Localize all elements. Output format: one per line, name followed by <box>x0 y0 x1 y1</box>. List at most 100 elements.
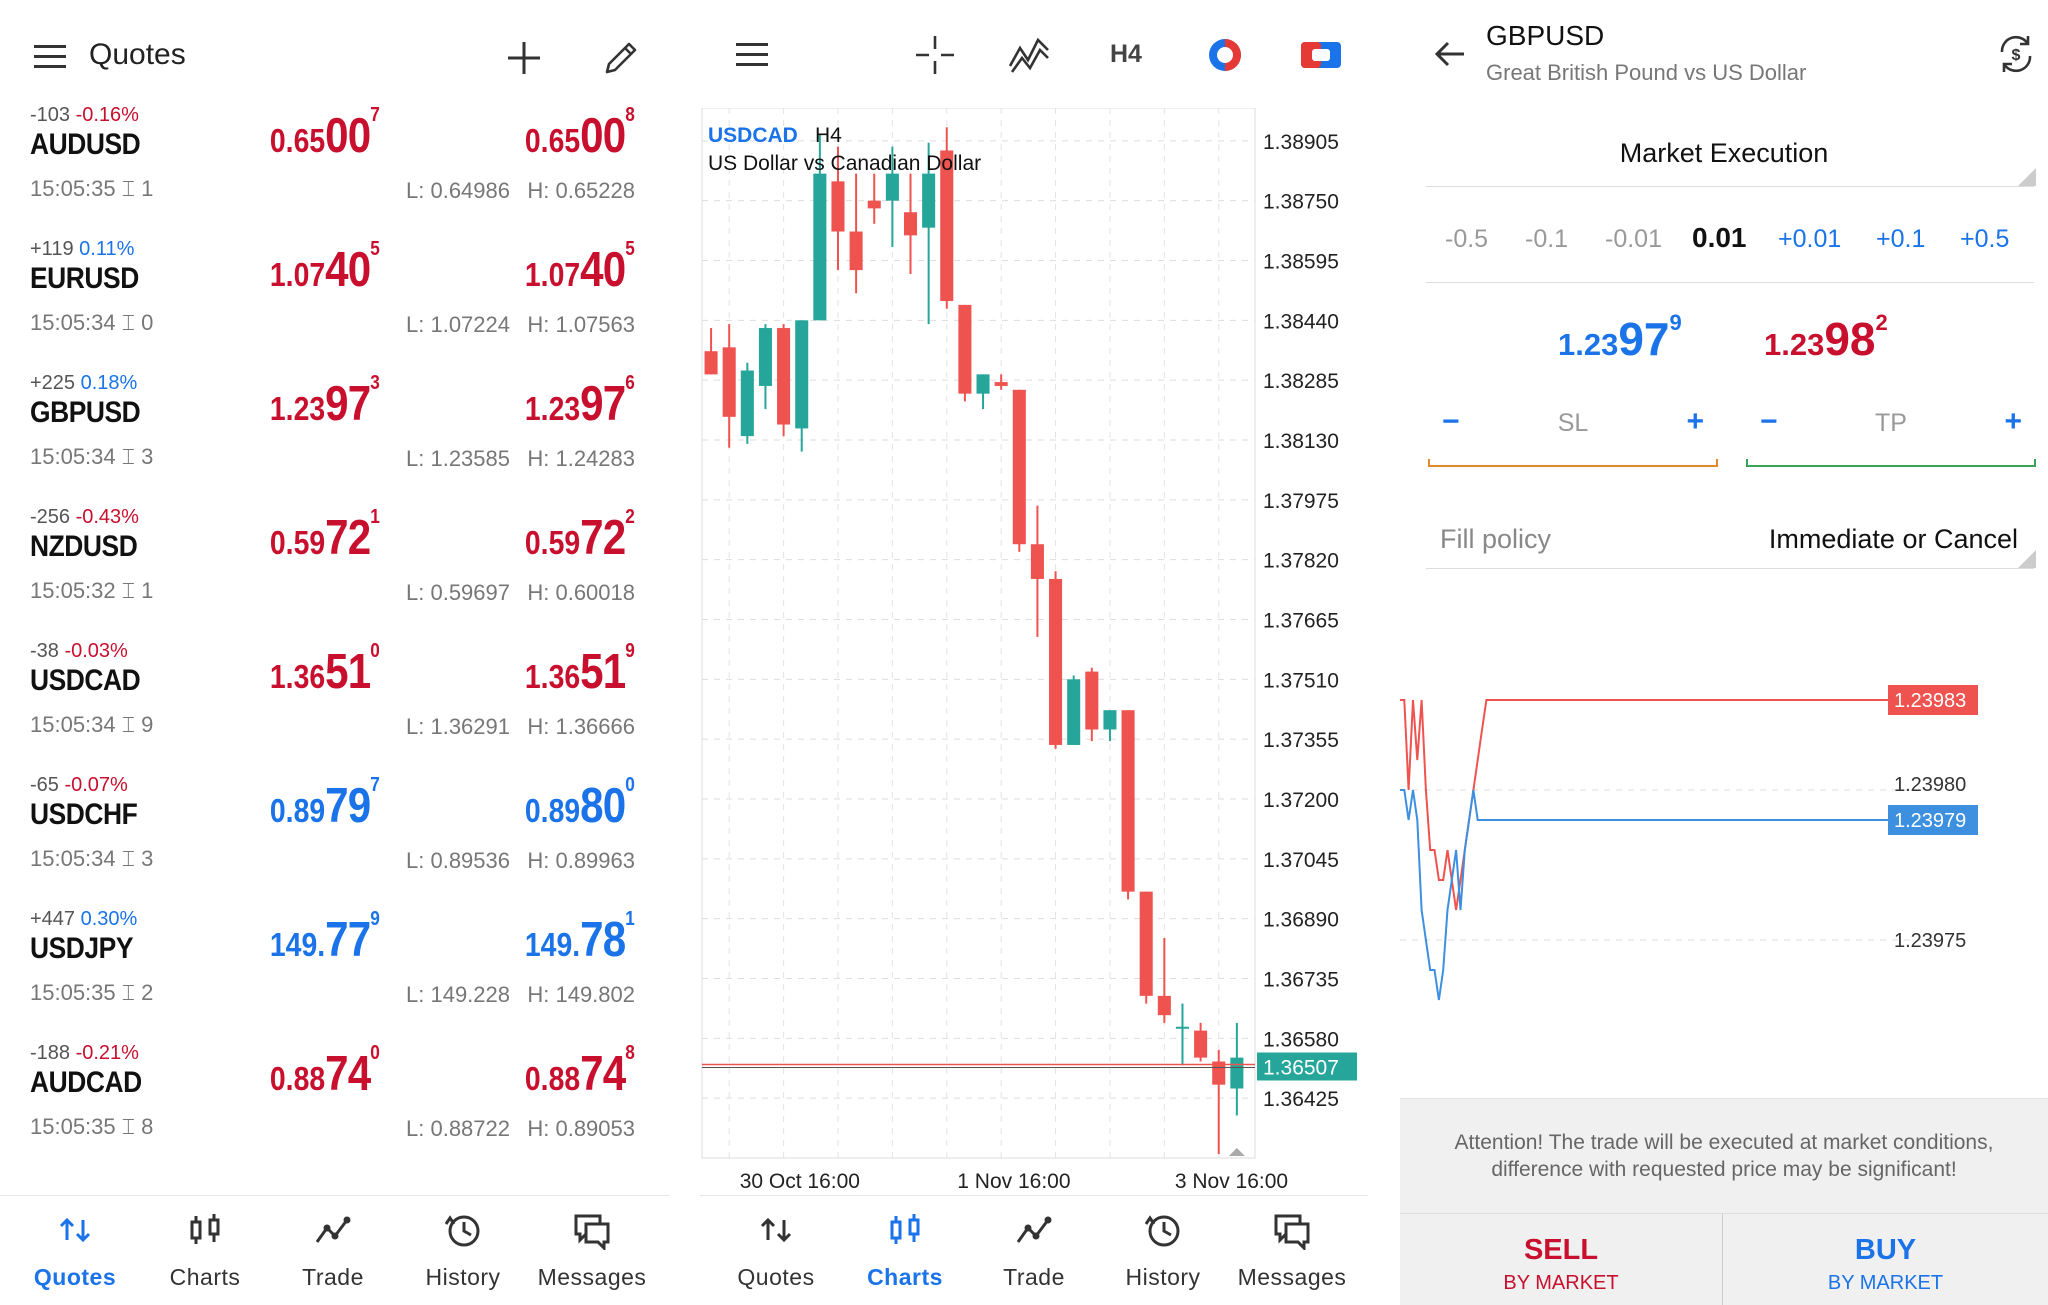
high-price: H: 0.60018 <box>527 580 635 605</box>
execution-type-dropdown[interactable]: Market Execution <box>1619 138 1829 168</box>
back-arrow-icon[interactable] <box>1430 34 1470 74</box>
low-price: L: 1.07224 <box>406 312 510 337</box>
buy-by-market-button[interactable]: BUY BY MARKET <box>1724 1214 2047 1305</box>
quote-row[interactable]: +447 0.30% USDJPY 15:05:35 ⌶ 2 149.779 149.7… <box>0 896 670 1030</box>
volume-step-button[interactable]: -0.01 <box>1605 225 1662 253</box>
quote-time-spread: 15:05:35 ⌶ 8 <box>30 1114 154 1139</box>
quote-time-spread: 15:05:35 ⌶ 1 <box>30 176 154 201</box>
ask-price: 1.07405 <box>525 238 635 297</box>
volume-step-button[interactable]: -0.1 <box>1525 225 1569 253</box>
take-profit-field[interactable]: − TP + <box>1746 405 2036 467</box>
exchange-icon[interactable]: $ <box>1992 30 2040 78</box>
quote-time-spread: 15:05:34 ⌶ 3 <box>30 846 154 871</box>
nav-quotes[interactable]: Quotes <box>711 1196 841 1305</box>
low-price: L: 1.36291 <box>406 714 510 739</box>
bid-price: 0.65007 <box>270 104 380 163</box>
chart-symbol[interactable]: USDCAD <box>708 124 798 147</box>
menu-icon[interactable] <box>30 38 70 76</box>
bearish-candle <box>722 347 736 417</box>
nav-charts[interactable]: Charts <box>140 1196 270 1305</box>
one-click-trading-icon[interactable] <box>1298 34 1344 76</box>
volume-step-button[interactable]: -0.5 <box>1445 225 1489 253</box>
quote-row[interactable]: -256 -0.43% NZDUSD 15:05:32 ⌶ 1 0.59721 0.59… <box>0 494 670 628</box>
bullish-candle <box>1103 710 1117 730</box>
symbol-name: AUDCAD <box>30 1066 142 1099</box>
nav-label: History <box>1125 1264 1201 1290</box>
nav-label: Trade <box>1003 1264 1065 1290</box>
tp-increase-button[interactable]: + <box>2004 405 2022 438</box>
plot-frame <box>701 108 1256 1159</box>
sell-by-market-button[interactable]: SELL BY MARKET <box>1400 1214 1723 1305</box>
y-tick-label: 1.38440 <box>1263 310 1339 333</box>
order-screen: GBPUSD Great British Pound vs US Dollar … <box>1400 0 2048 1305</box>
chart-description: US Dollar vs Canadian Dollar <box>708 152 982 175</box>
quote-row[interactable]: +119 0.11% EURUSD 15:05:34 ⌶ 0 1.07405 1.074… <box>0 226 670 360</box>
volume-step-button[interactable]: +0.5 <box>1960 225 2010 253</box>
bottom-nav: Quotes Charts Trade History Messages <box>700 1195 1368 1305</box>
price-tag-label: 1.23979 <box>1894 810 1966 832</box>
nav-messages[interactable]: Messages <box>1227 1196 1357 1305</box>
ask-series-line <box>1400 699 1940 911</box>
quote-time-spread: 15:05:34 ⌶ 3 <box>30 444 154 469</box>
dropdown-corner-icon <box>2018 550 2036 568</box>
nav-trade[interactable]: Trade <box>969 1196 1099 1305</box>
low-price: L: 0.88722 <box>406 1116 510 1141</box>
fill-policy-label: Fill policy <box>1440 524 1552 554</box>
daily-change: -256 -0.43% <box>30 506 139 528</box>
nav-charts[interactable]: Charts <box>840 1196 970 1305</box>
candle-plot[interactable]: 1.38905 1.38750 1.38595 1.38440 1.38285 1.381… <box>700 108 1368 1198</box>
quote-row[interactable]: -188 -0.21% AUDCAD 15:05:35 ⌶ 8 0.88740 0.88… <box>0 1030 670 1164</box>
y-tick-label: 1.37045 <box>1263 849 1339 872</box>
low-price: L: 1.23585 <box>406 446 510 471</box>
crosshair-icon[interactable] <box>912 32 958 78</box>
color-scheme-icon[interactable] <box>1202 32 1248 78</box>
quote-row[interactable]: -65 -0.07% USDCHF 15:05:34 ⌶ 3 0.89797 0.898… <box>0 762 670 896</box>
y-tick-label: 1.37510 <box>1263 669 1339 692</box>
volume-step-button[interactable]: +0.1 <box>1876 225 1926 253</box>
symbol-name: EURUSD <box>30 262 139 295</box>
nav-messages[interactable]: Messages <box>527 1196 657 1305</box>
spread-icon: ⌶ <box>121 444 135 469</box>
quote-row[interactable]: -38 -0.03% USDCAD 15:05:34 ⌶ 9 1.36510 1.365… <box>0 628 670 762</box>
nav-quotes[interactable]: Quotes <box>10 1196 140 1305</box>
sl-decrease-button[interactable]: − <box>1442 405 1460 438</box>
high-price: H: 149.802 <box>527 982 635 1007</box>
quote-row[interactable]: +225 0.18% GBPUSD 15:05:34 ⌶ 3 1.23973 1.239… <box>0 360 670 494</box>
tp-decrease-button[interactable]: − <box>1760 405 1778 438</box>
nav-history[interactable]: History <box>1098 1196 1228 1305</box>
bearish-candle <box>1157 995 1171 1016</box>
daily-change: -65 -0.07% <box>30 774 128 796</box>
menu-icon[interactable] <box>732 36 772 74</box>
sl-increase-button[interactable]: + <box>1686 405 1704 438</box>
high-price: H: 1.36666 <box>527 714 635 739</box>
candlestick-chart[interactable]: USDCAD H4 US Dollar vs Canadian Dollar 1… <box>700 108 1368 1198</box>
bearish-candle <box>704 351 718 375</box>
bearish-candle <box>1085 671 1099 730</box>
nav-label: Charts <box>867 1264 943 1290</box>
plus-icon[interactable] <box>500 34 548 82</box>
bullish-candle <box>813 173 827 321</box>
quotes-icon <box>760 1217 792 1243</box>
volume-value[interactable]: 0.01 <box>1692 222 1747 253</box>
nav-label: Trade <box>302 1264 364 1290</box>
spread-icon: ⌶ <box>121 846 135 871</box>
fill-policy-dropdown[interactable]: Fill policy Immediate or Cancel <box>1400 520 2048 570</box>
indicators-icon[interactable] <box>1006 32 1052 78</box>
fill-policy-value: Immediate or Cancel <box>1768 524 2018 554</box>
history-icon <box>1144 1215 1180 1247</box>
bearish-candle <box>1194 1030 1208 1058</box>
bullish-candle <box>885 173 899 201</box>
nav-history[interactable]: History <box>398 1196 528 1305</box>
stop-loss-field[interactable]: − SL + <box>1428 405 1718 467</box>
price-tag-label: 1.23983 <box>1894 690 1966 712</box>
pencil-icon[interactable] <box>597 34 645 82</box>
bid-price: 1.36510 <box>270 640 380 699</box>
nav-trade[interactable]: Trade <box>268 1196 398 1305</box>
spread-icon: ⌶ <box>121 578 135 603</box>
x-tick-label: 30 Oct 16:00 <box>740 1170 860 1193</box>
bearish-candle <box>867 200 881 209</box>
quote-row[interactable]: -103 -0.16% AUDUSD 15:05:35 ⌶ 1 0.65007 0.65… <box>0 92 670 226</box>
timeframe-button[interactable]: H4 <box>1110 40 1142 68</box>
volume-step-button[interactable]: +0.01 <box>1778 225 1842 253</box>
volume-stepper: -0.5 -0.1 -0.01 0.01 +0.01 +0.1 +0.5 <box>1400 222 2048 265</box>
